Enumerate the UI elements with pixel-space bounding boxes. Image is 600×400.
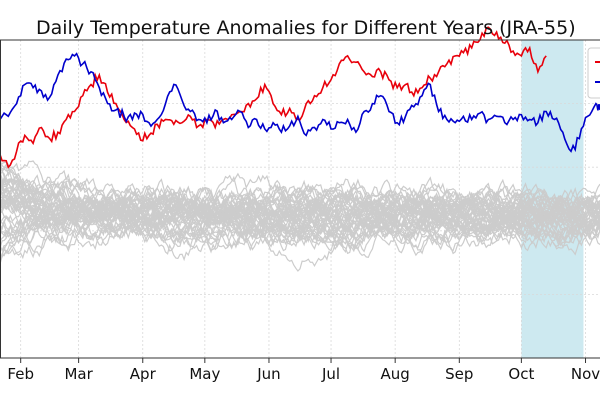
highlighted-series-lines	[0, 26, 600, 169]
series-line-1	[0, 52, 600, 153]
background-year-line-35	[0, 185, 600, 258]
x-tick-label-6: Aug	[381, 365, 410, 383]
legend-box	[587, 47, 600, 99]
x-tick-label-4: Jun	[256, 365, 280, 383]
x-tick-label-5: Jul	[321, 365, 340, 383]
x-tick-label-9: Nov	[571, 365, 600, 383]
background-year-line-43	[0, 187, 600, 247]
x-tick-label-8: Oct	[508, 365, 534, 383]
x-tick-label-1: Mar	[64, 365, 93, 383]
background-year-line-36	[0, 183, 600, 253]
x-tick-label-0: Feb	[7, 365, 34, 383]
x-tick-label-3: May	[189, 365, 220, 383]
background-year-line-44	[0, 176, 600, 244]
x-ticks: Feb Mar Apr May Jun Jul Aug Sep Oct Nov	[7, 358, 600, 383]
background-year-line-14	[0, 181, 600, 255]
background-year-line-42	[0, 193, 600, 252]
series-line-0	[0, 26, 547, 169]
background-year-lines	[0, 160, 600, 272]
chart-title: Daily Temperature Anomalies for Differen…	[36, 17, 576, 39]
x-tick-label-7: Sep	[445, 365, 473, 383]
background-year-line-40	[0, 185, 600, 246]
background-year-line-41	[0, 182, 600, 247]
x-tick-label-2: Apr	[130, 365, 157, 383]
